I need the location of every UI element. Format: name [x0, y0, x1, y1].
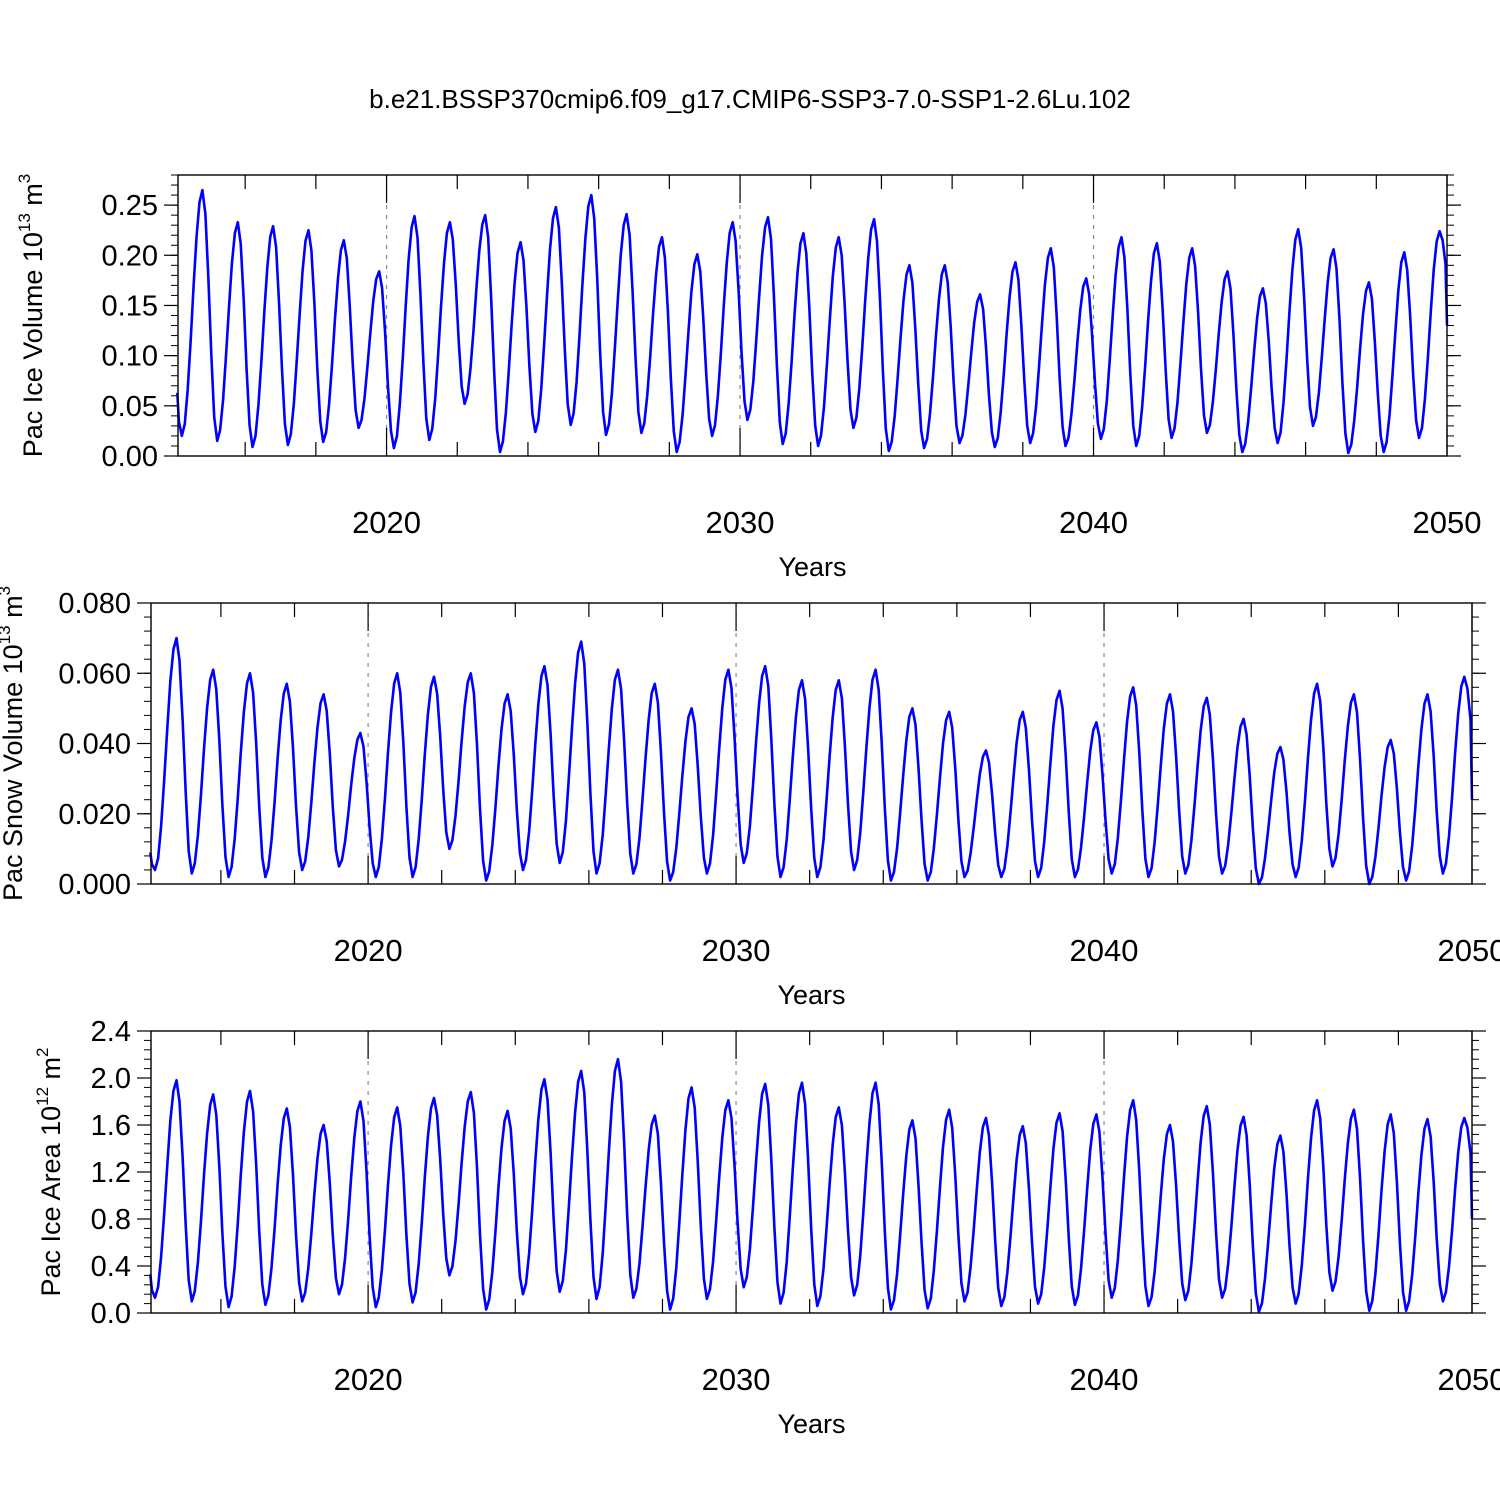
ice-volume-panel: 0.00 0.05 0.10 0.15 0.20 0.25 2020 2030 2040 2050…: [15, 174, 1481, 582]
ice-volume-ytick-label: 0.20: [102, 240, 158, 272]
ice-area-ytick-label: 1.6: [91, 1110, 131, 1142]
snow-volume-ytick-label: 0.040: [58, 729, 131, 761]
ice-area-xtick-label: 2050: [1438, 1362, 1500, 1397]
ice-area-xtick-label: 2030: [702, 1362, 771, 1397]
ice-volume-ytick-label: 0.10: [102, 341, 158, 373]
ice-area-panel: 0.0 0.4 0.8 1.2 1.6 2.0 2.4 2020 2030 2040 2050 Yea…: [33, 1016, 1500, 1439]
ice-area-xtick-label: 2020: [334, 1362, 403, 1397]
snow-volume-xtick-label: 2020: [334, 933, 403, 968]
snow-volume-ylabel: Pac Snow Volume 1013 m3: [0, 586, 28, 901]
ice-area-ytick-label: 0.0: [91, 1298, 131, 1330]
snow-volume-ytick-label: 0.080: [58, 588, 131, 620]
ice-volume-xtick-label: 2030: [706, 505, 775, 540]
snow-volume-ytick-label: 0.000: [58, 869, 131, 901]
page-title: b.e21.BSSP370cmip6.f09_g17.CMIP6-SSP3-7.…: [369, 84, 1131, 114]
ice-volume-xtick-label: 2020: [352, 505, 421, 540]
ice-volume-ytick-label: 0.00: [102, 441, 158, 473]
ice-volume-ytick-label: 0.25: [102, 190, 158, 222]
snow-volume-series-line: [149, 636, 1474, 886]
ice-area-ytick-label: 2.0: [91, 1063, 131, 1095]
ice-volume-plot-frame: [177, 174, 1448, 457]
ice-area-ylabel: Pac Ice Area 1012 m2: [33, 1047, 66, 1296]
ice-area-xlabel: Years: [777, 1409, 845, 1439]
snow-volume-xlabel: Years: [777, 980, 845, 1010]
ice-area-xtick-label: 2040: [1070, 1362, 1139, 1397]
ice-volume-ytick-label: 0.05: [102, 391, 158, 423]
ice-area-ytick-label: 0.4: [91, 1251, 131, 1283]
ice-volume-xtick-label: 2040: [1059, 505, 1128, 540]
ice-volume-xlabel: Years: [778, 552, 846, 582]
ice-volume-ylabel: Pac Ice Volume 1013 m3: [15, 174, 48, 458]
ice-area-ytick-label: 2.4: [91, 1016, 131, 1048]
ice-area-series-line: [149, 1057, 1474, 1314]
snow-volume-panel: 0.000 0.020 0.040 0.060 0.080 2020 2030 2040 205…: [0, 586, 1500, 1010]
ice-area-ytick-label: 0.8: [91, 1204, 131, 1236]
snow-volume-xtick-label: 2040: [1070, 933, 1139, 968]
snow-volume-ytick-label: 0.060: [58, 658, 131, 690]
snow-volume-xtick-label: 2030: [702, 933, 771, 968]
ice-volume-series-line: [176, 188, 1449, 455]
ice-volume-ytick-label: 0.15: [102, 290, 158, 322]
snow-volume-ytick-label: 0.020: [58, 799, 131, 831]
ice-area-plot-frame: [150, 1030, 1473, 1314]
snow-volume-plot-frame: [150, 602, 1473, 885]
snow-volume-xtick-label: 2050: [1438, 933, 1500, 968]
ice-volume-xtick-label: 2050: [1413, 505, 1482, 540]
ice-area-ytick-label: 1.2: [91, 1157, 131, 1189]
